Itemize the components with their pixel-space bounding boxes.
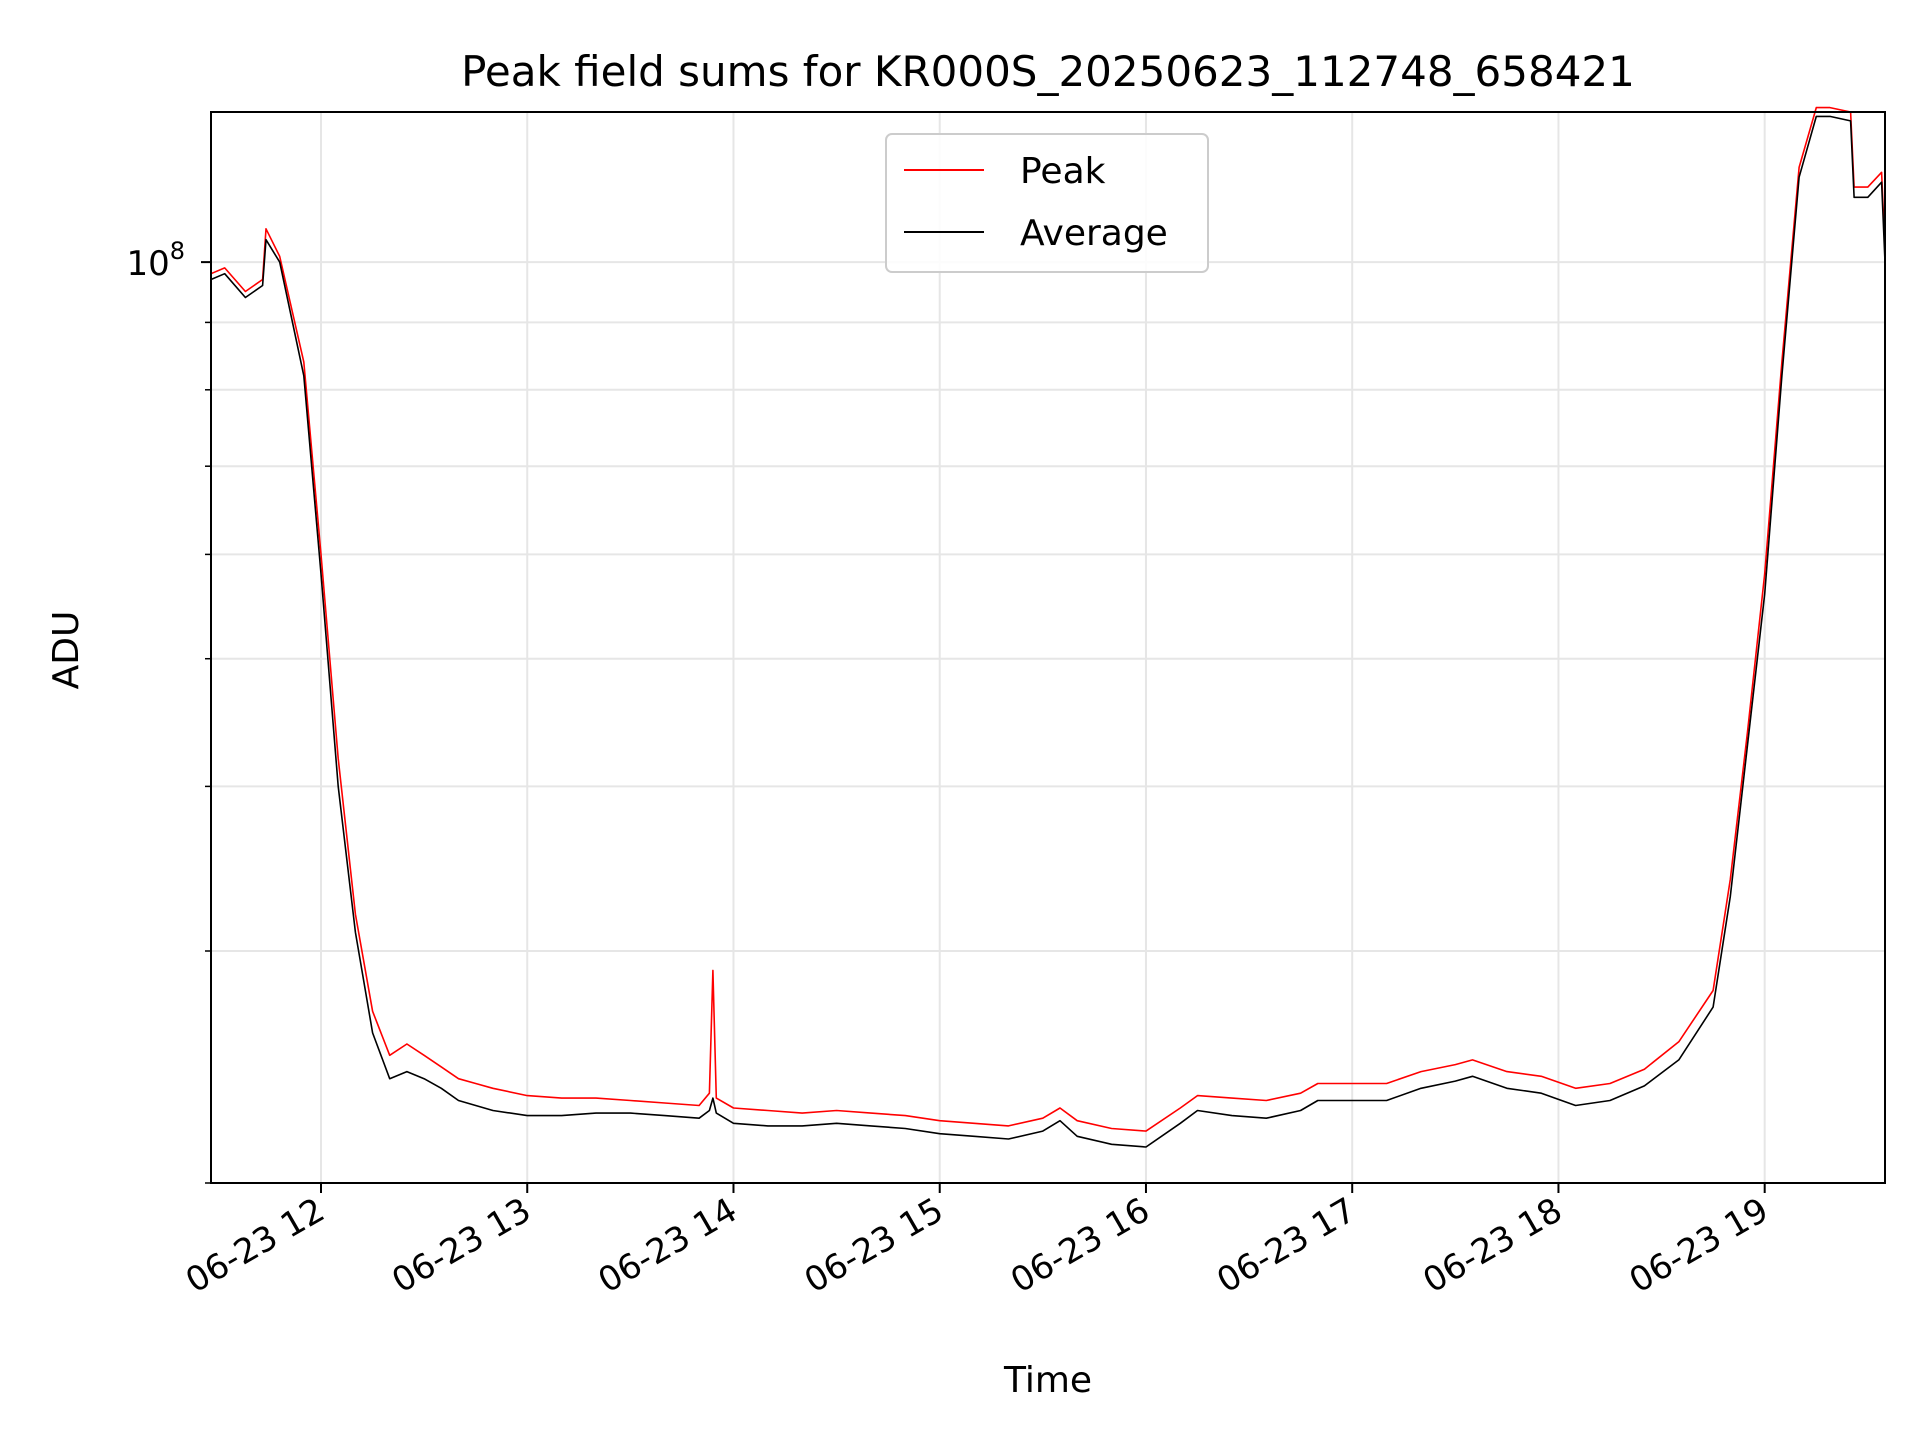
legend: Peak Average	[885, 133, 1209, 273]
plot-series	[210, 106, 1886, 1148]
y-tick-label-1e8: 108	[126, 237, 185, 284]
x-axis-label: Time	[1003, 1360, 1092, 1401]
plot-area-frame	[210, 111, 1886, 1184]
legend-box	[885, 133, 1209, 273]
series-line-average	[210, 115, 1886, 1148]
y-axis-label: ADU	[46, 611, 87, 690]
legend-label-average: Average	[1020, 213, 1168, 254]
legend-label-peak: Peak	[1020, 151, 1106, 192]
y-tick-label-exponent: 8	[170, 237, 185, 265]
y-tick-label-base: 10	[126, 244, 169, 284]
series-line-peak	[210, 106, 1886, 1132]
chart-title: Peak field sums for KR000S_20250623_1127…	[461, 47, 1635, 96]
